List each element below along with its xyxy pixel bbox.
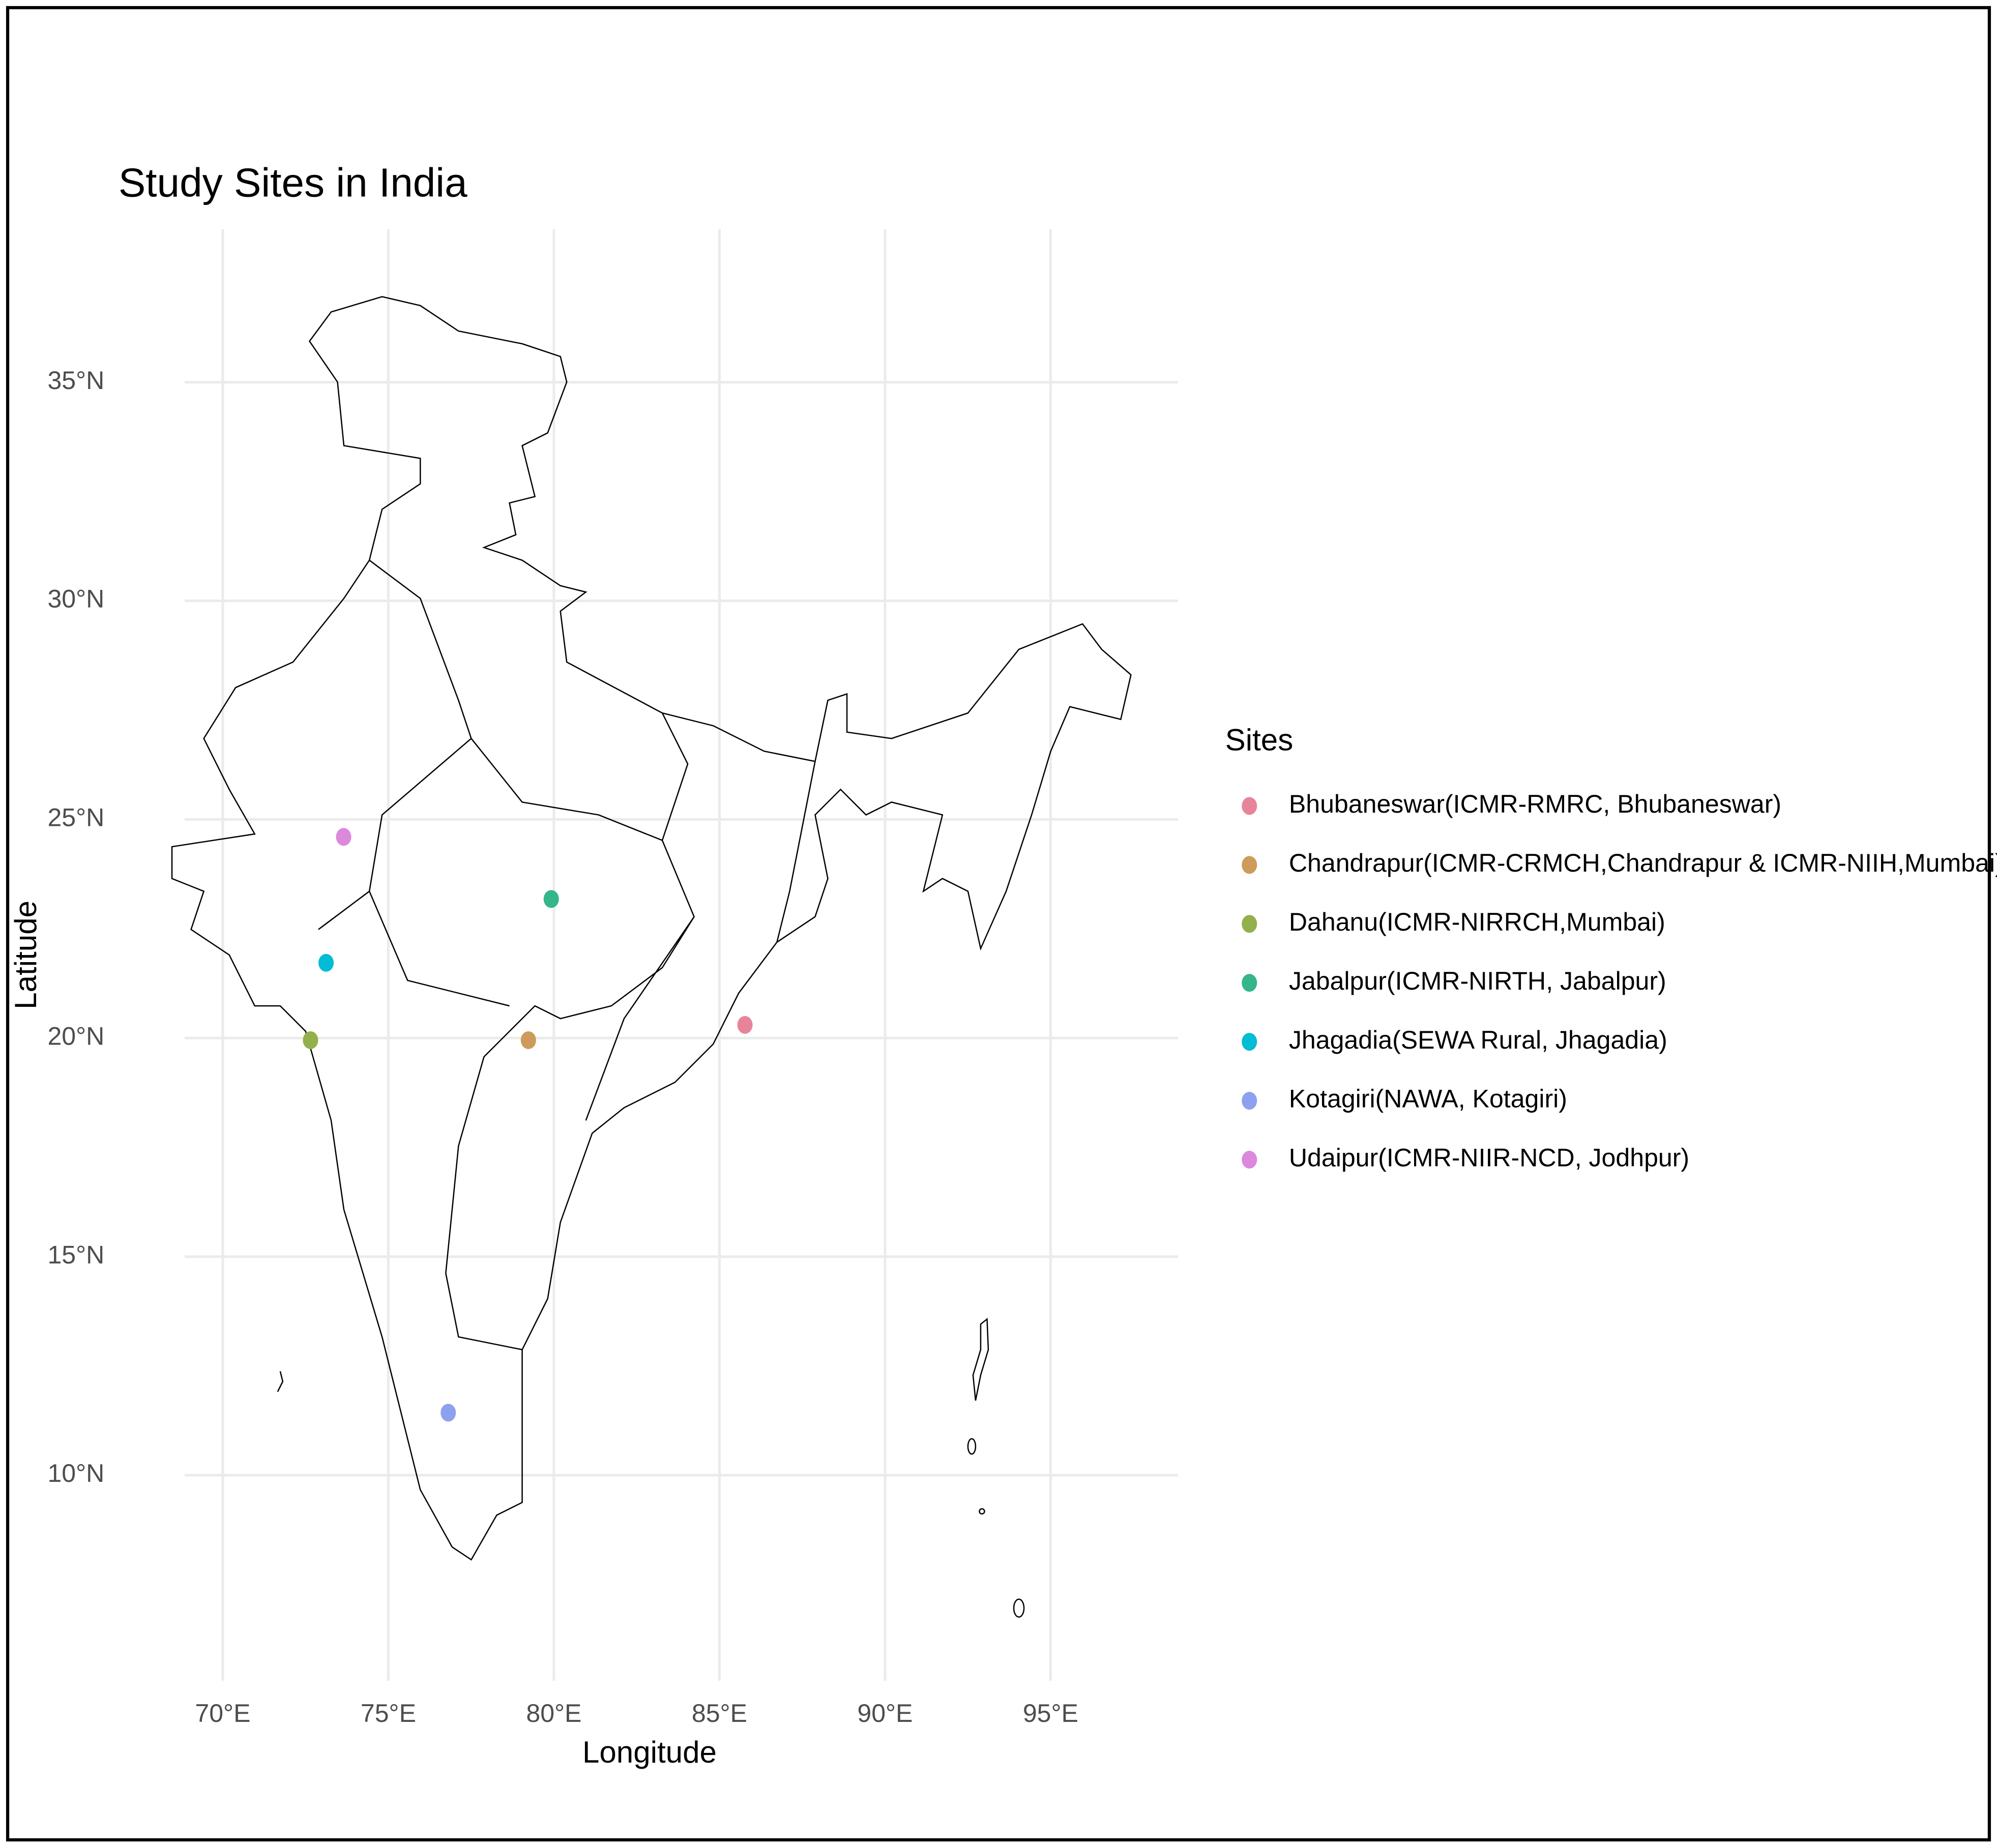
point	[303, 1031, 318, 1050]
x-tick-label: 90°E	[857, 1699, 913, 1727]
x-tick-label: 70°E	[195, 1699, 250, 1727]
lakshadweep	[277, 1371, 284, 1392]
legend-marker	[1242, 915, 1257, 933]
x-tick-label: 95°E	[1023, 1699, 1078, 1727]
y-tick-label: 10°N	[47, 1459, 104, 1487]
point	[520, 1031, 536, 1050]
x-axis-title: Longitude	[582, 1735, 717, 1769]
y-tick-label: 20°N	[47, 1022, 104, 1050]
legend-label: Chandrapur(ICMR-CRMCH,Chandrapur & ICMR-…	[1289, 849, 1997, 877]
point	[543, 890, 559, 908]
legend-marker	[1242, 1150, 1257, 1169]
point	[336, 828, 351, 846]
point	[440, 1404, 456, 1422]
point	[737, 1016, 753, 1034]
india-map	[171, 296, 1132, 1618]
frame	[6, 6, 1991, 1842]
island	[979, 1508, 985, 1515]
chart-title: Study Sites in India	[119, 160, 467, 205]
y-tick-label: 35°N	[47, 366, 104, 395]
points	[303, 828, 753, 1422]
legend-label: Dahanu(ICMR-NIRRCH,Mumbai)	[1289, 908, 1665, 936]
legend-label: Kotagiri(NAWA, Kotagiri)	[1289, 1085, 1567, 1113]
legend-marker	[1242, 1033, 1257, 1051]
point	[318, 953, 334, 972]
x-tick-label: 85°E	[692, 1699, 747, 1727]
y-axis-title: Latitude	[9, 901, 43, 1009]
legend-label: Jhagadia(SEWA Rural, Jhagadia)	[1289, 1026, 1667, 1054]
legend-marker	[1242, 856, 1257, 874]
legend-label: Bhubaneswar(ICMR-RMRC, Bhubaneswar)	[1289, 790, 1781, 818]
legend-marker	[1242, 1091, 1257, 1110]
legend: Bhubaneswar(ICMR-RMRC, Bhubaneswar) Chand…	[1242, 790, 1997, 1172]
island	[967, 1438, 977, 1455]
x-tick-label: 75°E	[361, 1699, 416, 1727]
y-tick-label: 15°N	[47, 1240, 104, 1269]
legend-label: Udaipur(ICMR-NIIR-NCD, Jodhpur)	[1289, 1144, 1689, 1172]
grid	[185, 229, 1179, 1681]
andaman-islands	[972, 1318, 989, 1401]
y-tick-label: 25°N	[47, 803, 104, 832]
legend-title: Sites	[1225, 723, 1294, 757]
nicobar-island	[1013, 1598, 1025, 1618]
x-tick-label: 80°E	[526, 1699, 581, 1727]
state-borders	[318, 559, 816, 1351]
legend-label: Jabalpur(ICMR-NIRTH, Jabalpur)	[1289, 967, 1666, 995]
india-outline	[171, 296, 1132, 1561]
y-tick-label: 30°N	[47, 585, 104, 613]
legend-marker	[1242, 974, 1257, 992]
legend-marker	[1242, 797, 1257, 815]
